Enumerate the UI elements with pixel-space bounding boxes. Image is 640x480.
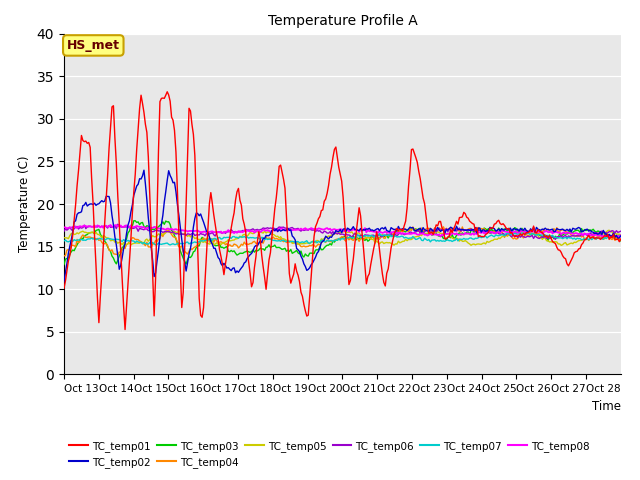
TC_temp08 [348,228,356,233]
TC_temp01 [121,326,129,332]
TC_temp03 [458,230,466,236]
TC_temp04 [458,224,466,230]
TC_temp07 [616,232,623,238]
TC_temp05 [175,227,182,233]
TC_temp02 [617,233,625,239]
Line: TC_temp02: TC_temp02 [64,170,621,282]
TC_temp03 [97,231,104,237]
TC_temp03 [348,236,356,242]
TC_temp08 [79,223,87,229]
TC_temp08 [60,225,68,230]
TC_temp04 [541,228,549,234]
TC_temp07 [166,242,174,248]
TC_temp08 [541,228,549,234]
TC_temp02 [97,199,104,205]
TC_temp06 [617,228,625,234]
TC_temp01 [460,209,468,215]
TC_temp03 [79,236,87,242]
TC_temp06 [541,233,549,239]
TC_temp02 [60,279,68,285]
TC_temp04 [97,237,104,242]
TC_temp04 [346,236,354,241]
TC_temp05 [541,235,549,241]
Line: TC_temp01: TC_temp01 [64,92,621,329]
TC_temp08 [616,234,623,240]
Line: TC_temp06: TC_temp06 [64,224,621,240]
TC_temp08 [617,232,625,238]
TC_temp07 [617,234,625,240]
Line: TC_temp04: TC_temp04 [64,227,621,256]
Line: TC_temp07: TC_temp07 [64,233,621,245]
TC_temp07 [60,238,68,244]
TC_temp01 [349,256,357,262]
TC_temp04 [60,253,68,259]
TC_temp03 [541,233,549,239]
TC_temp06 [348,234,356,240]
TC_temp02 [79,203,87,208]
TC_temp05 [348,229,356,235]
Y-axis label: Temperature (C): Temperature (C) [18,156,31,252]
TC_temp01 [79,138,87,144]
TC_temp08 [107,222,115,228]
TC_temp05 [616,231,623,237]
TC_temp01 [163,89,171,95]
TC_temp04 [440,224,447,229]
TC_temp03 [617,238,625,244]
TC_temp02 [140,168,148,173]
TC_temp06 [458,227,466,233]
TC_temp01 [60,286,68,291]
TC_temp04 [79,232,87,238]
TC_temp05 [79,228,87,234]
TC_temp05 [97,233,104,239]
TC_temp06 [552,237,559,242]
TC_temp05 [60,235,68,240]
TC_temp07 [543,233,550,239]
Line: TC_temp05: TC_temp05 [64,230,621,245]
TC_temp02 [614,235,621,241]
TC_temp04 [617,237,625,243]
TC_temp02 [348,226,356,232]
TC_temp06 [97,224,104,230]
TC_temp08 [614,233,621,239]
TC_temp08 [458,231,466,237]
TC_temp05 [557,242,565,248]
Line: TC_temp08: TC_temp08 [64,225,621,237]
Title: Temperature Profile A: Temperature Profile A [268,14,417,28]
TC_temp01 [616,239,623,245]
Text: HS_met: HS_met [67,39,120,52]
TC_temp03 [131,218,139,224]
Line: TC_temp03: TC_temp03 [64,221,621,264]
TC_temp01 [617,236,625,242]
TC_temp06 [616,229,623,235]
TC_temp07 [518,230,526,236]
TC_temp06 [60,228,68,234]
Legend: TC_temp01, TC_temp02, TC_temp03, TC_temp04, TC_temp05, TC_temp06, TC_temp07, TC_: TC_temp01, TC_temp02, TC_temp03, TC_temp… [69,441,589,468]
TC_temp02 [541,225,549,231]
X-axis label: Time: Time [592,400,621,413]
TC_temp07 [97,236,104,241]
TC_temp02 [458,227,466,232]
TC_temp05 [617,232,625,238]
TC_temp01 [543,233,550,239]
TC_temp03 [60,262,68,267]
TC_temp06 [79,225,87,230]
TC_temp07 [458,237,466,242]
TC_temp05 [458,239,466,244]
TC_temp04 [614,235,621,241]
TC_temp07 [348,235,356,240]
TC_temp01 [97,294,104,300]
TC_temp03 [614,236,621,241]
TC_temp07 [79,238,87,243]
TC_temp06 [114,221,122,227]
TC_temp08 [97,225,104,230]
